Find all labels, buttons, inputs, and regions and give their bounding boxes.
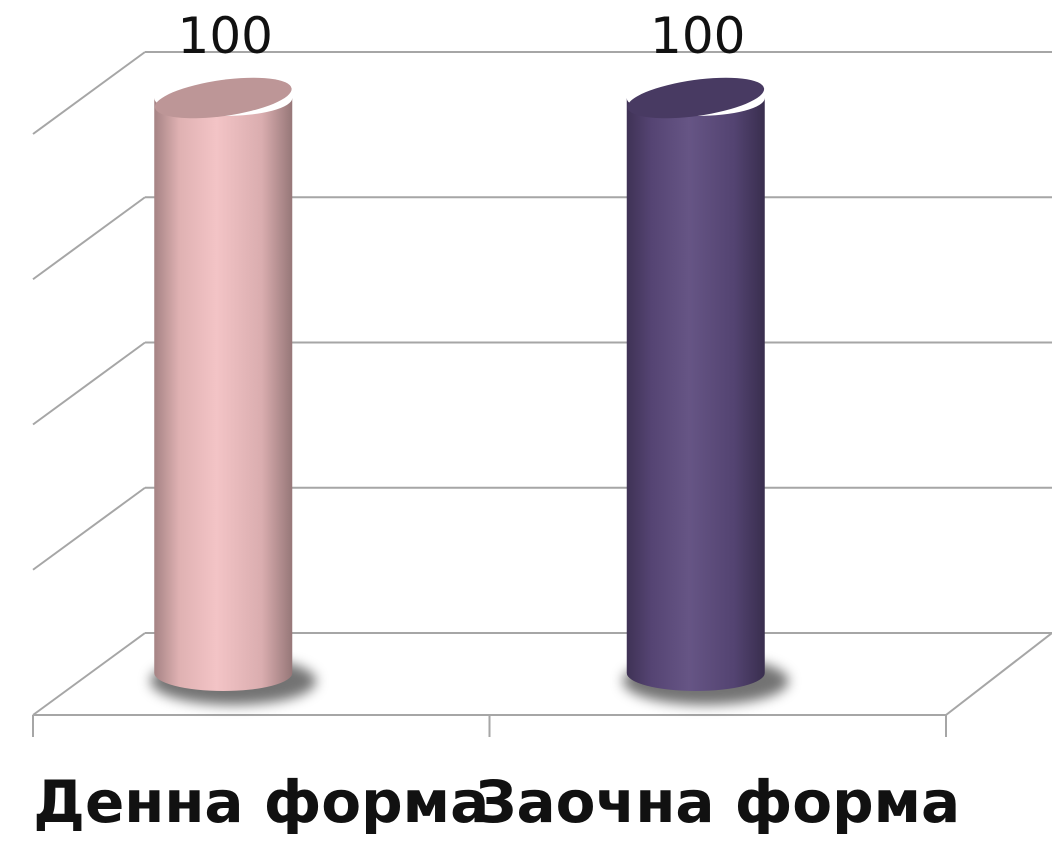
- gridline-side: [32, 196, 146, 281]
- gridline-side: [32, 341, 146, 426]
- data-label: 100: [650, 7, 745, 65]
- floor-edge: [945, 632, 1052, 716]
- x-axis: [32, 714, 947, 737]
- gridline-side: [32, 632, 146, 716]
- bar-body: [626, 98, 765, 691]
- bar-2: [622, 77, 789, 705]
- data-labels: 100 100: [178, 7, 746, 65]
- category-label: Заочна форма: [475, 768, 960, 836]
- bars: [150, 77, 789, 705]
- data-label: 100: [178, 7, 273, 65]
- category-label: Денна форма: [33, 768, 489, 836]
- gridlines: [32, 51, 1052, 716]
- bar-1: [150, 77, 317, 705]
- bar-top: [154, 77, 292, 119]
- gridline-side: [32, 51, 146, 135]
- bar-body: [154, 98, 293, 691]
- bar-top: [627, 77, 765, 119]
- gridline-side: [32, 486, 146, 571]
